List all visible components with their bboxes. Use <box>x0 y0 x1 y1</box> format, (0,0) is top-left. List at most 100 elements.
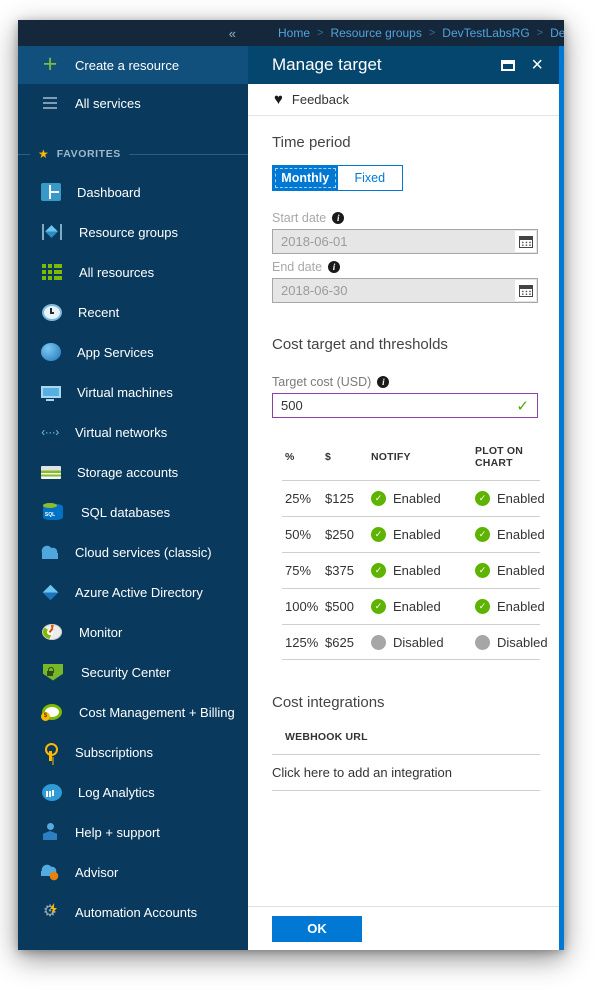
plot-toggle[interactable]: Enabled <box>475 599 545 614</box>
breadcrumb-demolab[interactable]: DemoLab <box>550 26 564 40</box>
status-dot <box>475 563 490 578</box>
notify-toggle[interactable]: Enabled <box>371 491 475 506</box>
status-dot <box>371 527 386 542</box>
sidebar-item-advisor[interactable]: Advisor <box>18 852 248 892</box>
sidebar-item-label: Virtual machines <box>77 384 173 400</box>
end-date-field <box>272 278 538 303</box>
end-date-calendar-button[interactable] <box>515 280 536 301</box>
close-icon[interactable]: × <box>531 54 543 76</box>
start-date-calendar-button[interactable] <box>515 231 536 252</box>
sidebar-item-automation-accounts[interactable]: Automation Accounts <box>18 892 248 932</box>
period-toggle: Monthly Fixed <box>272 165 403 191</box>
sidebar-item-subscriptions[interactable]: Subscriptions <box>18 732 248 772</box>
plot-toggle[interactable]: Enabled <box>475 491 545 506</box>
azure-portal-window: « Home > Resource groups > DevTestLabsRG… <box>18 20 564 950</box>
start-date-field <box>272 229 538 254</box>
start-date-input[interactable] <box>273 234 515 249</box>
percent-value: 75% <box>285 563 312 578</box>
sidebar-item-monitor[interactable]: Monitor <box>18 612 248 652</box>
sidebar-item-all-services[interactable]: All services <box>18 84 248 122</box>
end-date-label-text: End date <box>272 260 323 274</box>
plot-toggle[interactable]: Enabled <box>475 527 545 542</box>
recent-clock-icon <box>41 303 62 321</box>
sidebar-item-recent[interactable]: Recent <box>18 292 248 332</box>
monitor-gauge-icon <box>42 624 62 640</box>
sidebar-item-label: Recent <box>78 304 120 320</box>
sidebar-item-virtual-networks[interactable]: Virtual networks <box>18 412 248 452</box>
integrations-table: WEBHOOK URL Click here to add an integra… <box>272 731 540 791</box>
status-dot <box>475 527 490 542</box>
thresholds-table: % $ NOTIFY PLOT ON CHART 25% $125 Enable… <box>282 445 548 660</box>
notify-toggle[interactable]: Enabled <box>371 599 475 614</box>
cloud-services-icon <box>40 542 60 562</box>
amount-value: $375 <box>325 563 354 578</box>
dashboard-icon <box>41 183 61 201</box>
sidebar-collapse-icon[interactable]: « <box>228 25 236 41</box>
sidebar-item-create-a-resource[interactable]: Create a resource <box>18 46 248 84</box>
maximize-icon[interactable] <box>501 59 516 71</box>
virtual-networks-icon <box>40 422 60 442</box>
sidebar-item-label: Storage accounts <box>77 464 179 480</box>
end-date-label: End date i <box>272 260 538 274</box>
col-amount: $ <box>325 451 332 463</box>
target-cost-input[interactable] <box>273 398 517 413</box>
threshold-row: 25% $125 Enabled Enabled <box>282 480 545 516</box>
sidebar-item-log-analytics[interactable]: Log Analytics <box>18 772 248 812</box>
status-label: Enabled <box>497 563 545 578</box>
sidebar-item-security-center[interactable]: Security Center <box>18 652 248 692</box>
plot-toggle[interactable]: Disabled <box>475 634 548 650</box>
status-label: Disabled <box>497 634 548 650</box>
sidebar-item-sql-databases[interactable]: SQL databases <box>18 492 248 532</box>
notify-toggle[interactable]: Enabled <box>371 563 475 578</box>
blade-scrollbar[interactable] <box>559 46 564 950</box>
end-date-input[interactable] <box>273 283 515 298</box>
sidebar-item-azure-active-directory[interactable]: Azure Active Directory <box>18 572 248 612</box>
advisor-cloud-icon <box>40 862 60 882</box>
sidebar-item-cost-management[interactable]: Cost Management + Billing <box>18 692 248 732</box>
sidebar-item-dashboard[interactable]: Dashboard <box>18 172 248 212</box>
sidebar-item-app-services[interactable]: App Services <box>18 332 248 372</box>
start-date-label: Start date i <box>272 211 538 225</box>
ok-button[interactable]: OK <box>272 915 362 942</box>
info-icon[interactable]: i <box>328 261 341 273</box>
blade-header: Manage target × <box>248 46 559 84</box>
sidebar-item-label: All services <box>75 95 141 111</box>
sidebar-item-virtual-machines[interactable]: Virtual machines <box>18 372 248 412</box>
info-icon[interactable]: i <box>332 212 345 224</box>
status-dot <box>371 599 386 614</box>
sidebar-item-label: Automation Accounts <box>75 904 198 920</box>
favorites-label: FAVORITES <box>56 148 121 160</box>
amount-value: $500 <box>325 599 354 614</box>
breadcrumb-home[interactable]: Home <box>278 26 311 40</box>
calendar-icon <box>518 235 533 248</box>
col-percent: % <box>285 451 295 463</box>
breadcrumb-resource-groups[interactable]: Resource groups <box>330 26 422 40</box>
log-analytics-icon <box>41 783 62 801</box>
breadcrumb-separator: > <box>536 27 544 39</box>
sidebar-item-help-support[interactable]: Help + support <box>18 812 248 852</box>
status-label: Enabled <box>497 527 545 542</box>
sidebar-item-storage-accounts[interactable]: Storage accounts <box>18 452 248 492</box>
threshold-row: 75% $375 Enabled Enabled <box>282 552 545 588</box>
sidebar-item-label: Cloud services (classic) <box>75 544 212 560</box>
notify-toggle[interactable]: Enabled <box>371 527 475 542</box>
status-label: Enabled <box>393 599 441 614</box>
sidebar-item-cloud-services[interactable]: Cloud services (classic) <box>18 532 248 572</box>
sidebar-item-resource-groups[interactable]: Resource groups <box>18 212 248 252</box>
breadcrumb-separator: > <box>428 27 436 39</box>
feedback-bar[interactable]: ♥ Feedback <box>248 84 559 116</box>
all-services-icon <box>40 93 60 113</box>
notify-toggle[interactable]: Disabled <box>371 634 475 650</box>
sidebar-item-all-resources[interactable]: All resources <box>18 252 248 292</box>
sidebar-item-label: SQL databases <box>81 504 171 520</box>
target-cost-field: ✓ <box>272 393 538 418</box>
sidebar-item-label: App Services <box>77 344 154 360</box>
info-icon[interactable]: i <box>377 376 390 388</box>
breadcrumb-devtestlabsrg[interactable]: DevTestLabsRG <box>442 26 530 40</box>
sidebar-item-label: Log Analytics <box>78 784 155 800</box>
monthly-toggle-button[interactable]: Monthly <box>273 166 338 190</box>
fixed-toggle-button[interactable]: Fixed <box>337 166 402 190</box>
threshold-row: 100% $500 Enabled Enabled <box>282 588 545 624</box>
add-integration-link[interactable]: Click here to add an integration <box>272 755 540 791</box>
plot-toggle[interactable]: Enabled <box>475 563 545 578</box>
